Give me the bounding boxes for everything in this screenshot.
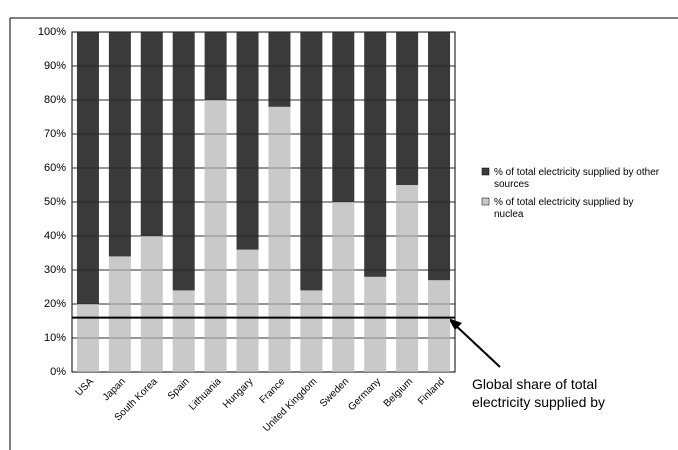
annotation: Global share of total electricity supplie… (472, 376, 605, 410)
bar-segment (172, 32, 195, 291)
x-tick-label: USA (74, 376, 97, 399)
bar-segment (268, 32, 291, 107)
bar-segment (108, 256, 131, 372)
bar-segment (236, 249, 259, 372)
x-tick-label: Belgium (382, 376, 415, 409)
x-tick-label: France (258, 376, 288, 406)
annotation-line: Global share of total (472, 376, 597, 392)
bar-segment (396, 185, 419, 372)
legend-label-line: % of total electricity supplied by other (494, 167, 660, 178)
bar-segment (364, 276, 387, 372)
legend-label: % of total electricity supplied by nuclea (494, 197, 634, 220)
y-tick-label: 30% (44, 264, 66, 276)
annotation-arrow (451, 321, 501, 368)
legend-label-line: nuclea (494, 209, 524, 220)
bar-segment (300, 290, 323, 372)
bar-segment (428, 280, 451, 372)
y-tick-label: 80% (44, 94, 66, 106)
y-tick-label: 40% (44, 230, 66, 242)
y-tick-label: 70% (44, 128, 66, 140)
x-tick-label: Japan (101, 376, 128, 403)
y-tick-label: 50% (44, 196, 66, 208)
bar-segment (428, 32, 451, 281)
arrow-head (448, 318, 462, 330)
bar-segment (268, 106, 291, 373)
bar-segment (396, 32, 419, 185)
x-tick-label: Lithuania (187, 376, 224, 413)
legend-swatch (481, 167, 490, 176)
legend-label-line: % of total electricity supplied by (494, 197, 634, 208)
y-tick-label: 20% (44, 298, 66, 310)
bar-segment (300, 32, 323, 291)
y-tick-label: 0% (50, 366, 66, 378)
y-tick-label: 90% (44, 60, 66, 72)
bar-segment (364, 32, 387, 277)
bar-segment (332, 32, 355, 202)
annotation-line: electricity supplied by (472, 394, 605, 410)
y-tick-label: 10% (44, 332, 66, 344)
x-tick-label: Hungary (221, 376, 256, 411)
x-tick-label: Finland (416, 376, 447, 407)
x-tick-label: Germany (346, 376, 383, 413)
legend-label-line: sources (494, 179, 529, 190)
x-tick-label: Spain (166, 376, 192, 402)
bar-segment (172, 290, 195, 372)
bar-segment (236, 32, 259, 250)
bar-segment (108, 32, 131, 257)
y-tick-label: 60% (44, 162, 66, 174)
y-tick-label: 100% (38, 26, 66, 38)
legend-label: % of total electricity supplied by other… (494, 167, 660, 190)
legend-swatch (481, 197, 490, 206)
bar-segment (332, 202, 355, 372)
